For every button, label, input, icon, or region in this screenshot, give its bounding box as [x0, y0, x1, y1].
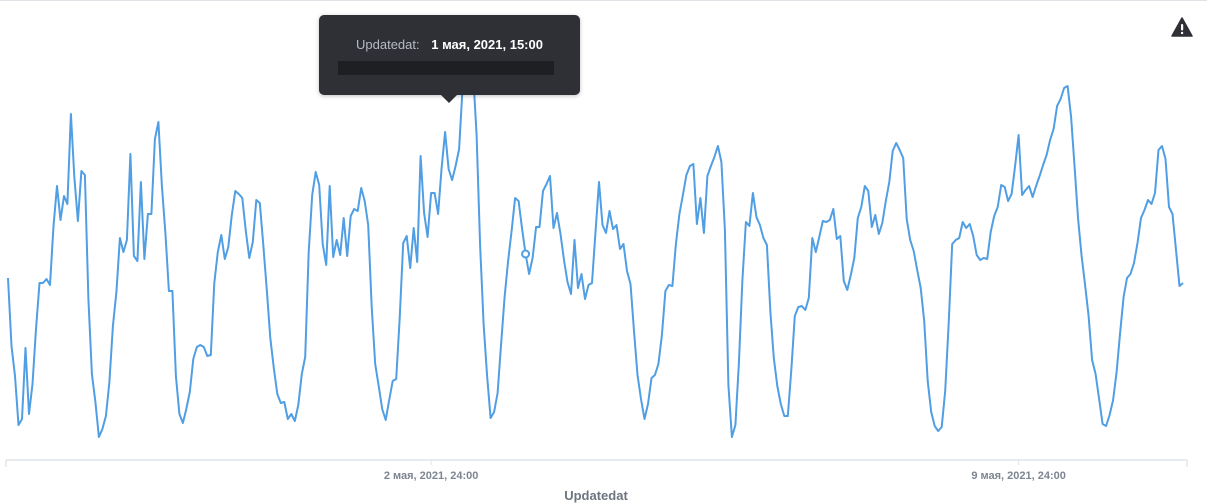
top-border: [0, 0, 1207, 1]
warning-icon[interactable]: [1171, 17, 1193, 37]
line-layer: [7, 63, 1184, 438]
highlighted-point[interactable]: [521, 249, 531, 259]
x-tick-label: 2 мая, 2021, 24:00: [384, 470, 479, 482]
tooltip-row: Updatedat: 1 мая, 2021, 15:00: [319, 37, 580, 52]
x-axis: 2 мая, 2021, 24:00 9 мая, 2021, 24:00: [5, 459, 1188, 482]
tooltip-key: Updatedat:: [356, 37, 420, 52]
tooltip-value: 1 мая, 2021, 15:00: [431, 37, 543, 52]
series-line: [7, 63, 1184, 438]
tooltip-redacted-bar: [338, 61, 554, 75]
tooltip: Updatedat: 1 мая, 2021, 15:00: [319, 15, 580, 103]
x-tick-label: 9 мая, 2021, 24:00: [971, 470, 1066, 482]
x-axis-title: Updatedat: [564, 488, 628, 503]
